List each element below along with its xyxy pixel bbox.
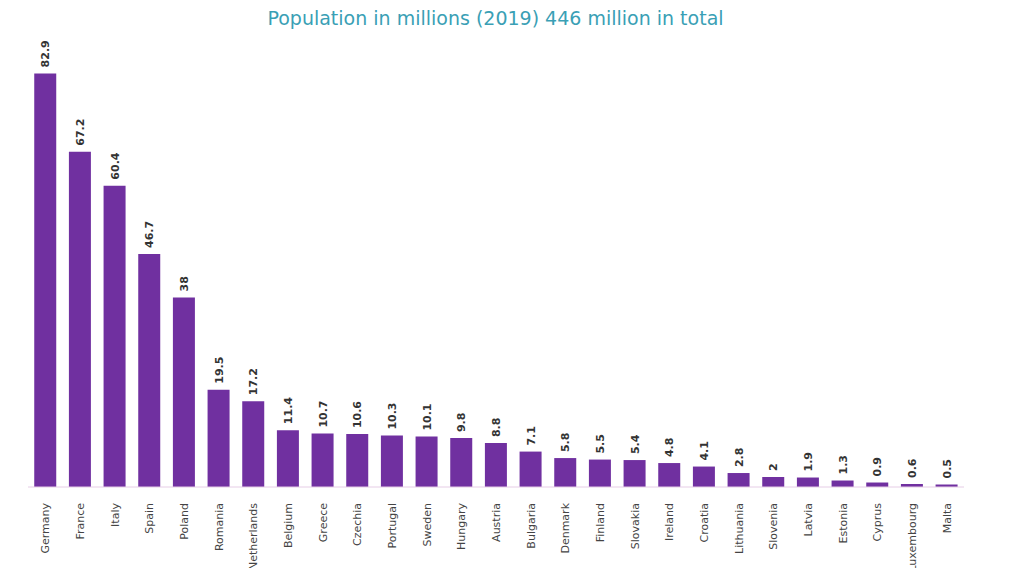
svg-text:France: France: [74, 503, 87, 540]
svg-text:Denmark: Denmark: [559, 502, 572, 553]
svg-text:8.8: 8.8: [490, 418, 503, 438]
svg-text:10.7: 10.7: [317, 400, 330, 427]
svg-text:Spain: Spain: [143, 503, 156, 534]
svg-text:1.9: 1.9: [802, 452, 815, 472]
svg-text:Portugal: Portugal: [386, 503, 399, 549]
svg-text:0.5: 0.5: [941, 459, 954, 479]
svg-text:Austria: Austria: [490, 503, 503, 542]
svg-text:2.8: 2.8: [733, 448, 746, 468]
svg-text:67.2: 67.2: [74, 119, 87, 146]
svg-text:Germany: Germany: [39, 503, 52, 554]
svg-text:17.2: 17.2: [247, 368, 260, 395]
svg-text:Luxembourg: Luxembourg: [906, 503, 919, 568]
svg-text:60.4: 60.4: [109, 152, 122, 179]
svg-text:0.9: 0.9: [871, 457, 884, 477]
html-text:Population in millions (2019): Population in millions (2019) 446 millio…: [267, 7, 724, 29]
svg-text:4.8: 4.8: [663, 438, 676, 458]
svg-text:Malta: Malta: [941, 503, 954, 533]
svg-text:10.1: 10.1: [421, 403, 434, 430]
svg-text:38: 38: [178, 276, 191, 291]
svg-text:10.3: 10.3: [386, 402, 399, 429]
svg-text:Bulgaria: Bulgaria: [525, 503, 538, 549]
svg-text:2: 2: [767, 463, 780, 471]
svg-text:Latvia: Latvia: [802, 503, 815, 537]
svg-text:Netherlands: Netherlands: [247, 503, 260, 568]
svg-text:Romania: Romania: [213, 503, 226, 551]
svg-text:Poland: Poland: [178, 503, 191, 540]
svg-text:1.3: 1.3: [837, 455, 850, 475]
svg-text:Cyprus: Cyprus: [871, 503, 884, 542]
svg-text:Sweden: Sweden: [421, 503, 434, 546]
svg-text:Hungary: Hungary: [455, 503, 468, 550]
svg-text:Italy: Italy: [109, 503, 122, 527]
svg-text:5.4: 5.4: [629, 434, 642, 454]
svg-text:4.1: 4.1: [698, 441, 711, 461]
svg-text:9.8: 9.8: [455, 413, 468, 433]
svg-text:Finland: Finland: [594, 503, 607, 542]
svg-text:11.4: 11.4: [282, 397, 295, 424]
svg-text:Belgium: Belgium: [282, 503, 295, 548]
svg-text:Estonia: Estonia: [837, 503, 850, 544]
svg-text:10.6: 10.6: [351, 401, 364, 428]
svg-text:Slovakia: Slovakia: [629, 503, 642, 549]
svg-text:Czechia: Czechia: [351, 503, 364, 546]
svg-text:Lithuania: Lithuania: [733, 503, 746, 554]
svg-text:7.1: 7.1: [525, 426, 538, 446]
svg-text:0.6: 0.6: [906, 458, 919, 478]
svg-text:82.9: 82.9: [39, 40, 52, 67]
svg-text:Greece: Greece: [317, 503, 330, 542]
svg-text:46.7: 46.7: [143, 221, 156, 248]
svg-text:Croatia: Croatia: [698, 503, 711, 543]
svg-text:Slovenia: Slovenia: [767, 503, 780, 550]
svg-text:5.5: 5.5: [594, 434, 607, 454]
svg-text:19.5: 19.5: [213, 357, 226, 384]
svg-text:5.8: 5.8: [559, 433, 572, 453]
svg-text:Ireland: Ireland: [663, 503, 676, 541]
